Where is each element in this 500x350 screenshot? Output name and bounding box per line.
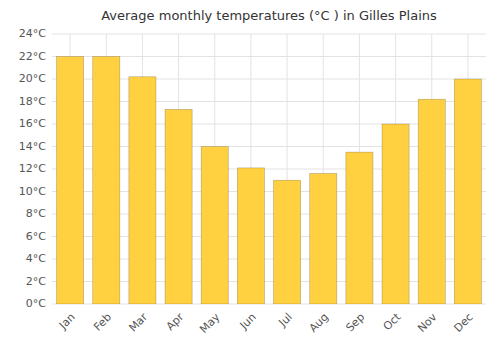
x-tick-label: Mar <box>126 310 150 334</box>
y-tick-label: 14°C <box>19 140 46 153</box>
grid <box>52 34 486 304</box>
y-tick-label: 12°C <box>19 162 46 175</box>
y-grid-line <box>52 34 486 35</box>
bar <box>382 124 409 304</box>
y-tick-label: 16°C <box>19 117 46 130</box>
bars <box>57 57 482 305</box>
y-tick-label: 2°C <box>26 275 46 288</box>
bar <box>165 109 192 304</box>
bar <box>454 79 481 304</box>
x-tick-label: Feb <box>91 311 114 334</box>
x-tick-label: Jun <box>237 311 259 333</box>
x-tick-label: Sep <box>343 311 367 335</box>
x-tick-label: Jul <box>276 311 295 330</box>
x-tick-label: May <box>197 310 223 336</box>
y-tick-label: 6°C <box>26 230 46 243</box>
y-tick-label: 18°C <box>19 95 46 108</box>
x-tick-label: Jan <box>56 311 78 333</box>
x-tick-label: Apr <box>164 310 187 333</box>
y-tick-label: 10°C <box>19 185 46 198</box>
bar <box>201 147 228 305</box>
bar <box>129 77 156 304</box>
y-tick-label: 0°C <box>26 297 46 310</box>
bar <box>418 99 445 304</box>
x-tick-label: Nov <box>415 310 440 335</box>
chart-svg: 0°C 2°C 4°C 6°C 8°C 10°C 12°C 14°C 16°C 18°C 20°C 2… <box>0 0 500 350</box>
x-tick-label: Oct <box>381 310 404 333</box>
bar <box>237 168 264 304</box>
y-tick-label: 24°C <box>19 27 46 40</box>
title: Average monthly temperatures (°C ) in Gi… <box>101 8 437 23</box>
x-tick-label: Dec <box>451 311 475 335</box>
bar <box>274 180 301 304</box>
bar <box>57 57 84 305</box>
x-tick-label: Aug <box>307 311 331 335</box>
chart-container: 0°C 2°C 4°C 6°C 8°C 10°C 12°C 14°C 16°C 18°C 20°C 2… <box>0 0 500 350</box>
bar <box>93 57 120 305</box>
bar <box>310 174 337 305</box>
y-tick-label: 22°C <box>19 50 46 63</box>
y-tick-label: 20°C <box>19 72 46 85</box>
y-tick-label: 8°C <box>26 207 46 220</box>
bar <box>346 152 373 304</box>
y-tick-label: 4°C <box>26 252 46 265</box>
